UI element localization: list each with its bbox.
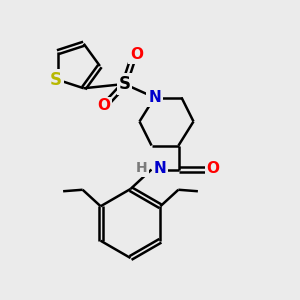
- Text: O: O: [206, 161, 220, 176]
- Text: O: O: [130, 47, 143, 62]
- Text: S: S: [118, 75, 130, 93]
- Text: H: H: [135, 161, 147, 175]
- Text: O: O: [97, 98, 110, 113]
- Text: N: N: [148, 90, 161, 105]
- Text: S: S: [50, 71, 62, 89]
- Text: N: N: [154, 161, 167, 176]
